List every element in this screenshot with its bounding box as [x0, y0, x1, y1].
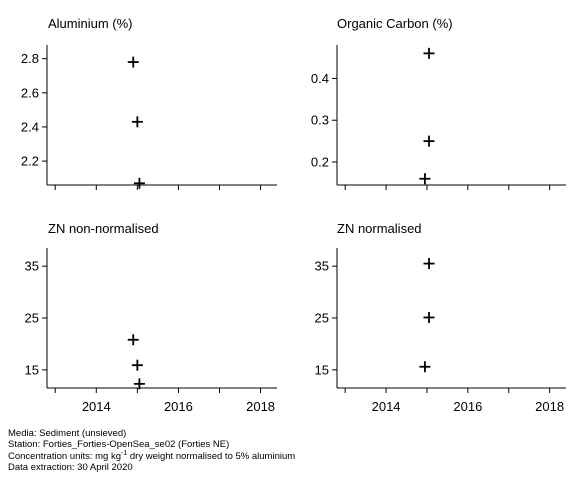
y-tick-label: 2.8 — [21, 51, 39, 66]
chart-figure: Aluminium (%) 2.2 2.4 2.6 2.8 Organic Carbon … — [21, 16, 566, 414]
data-point — [133, 177, 145, 189]
y-tick-label: 0.3 — [311, 113, 329, 128]
data-point — [423, 258, 435, 270]
data-point — [131, 359, 143, 371]
chart-panel-4: ZN normalised 15 25 35 2014 2016 2018 — [315, 221, 566, 414]
y-tick-label: 25 — [315, 311, 329, 326]
chart-panel-2: Organic Carbon (%) 0.2 0.3 0.4 — [311, 16, 566, 190]
y-tick-label: 0.2 — [311, 155, 329, 170]
y-tick-label: 2.4 — [21, 119, 39, 134]
chart-panel-3: ZN non-normalised 15 25 35 2014 2016 2018 — [25, 221, 277, 414]
data-point — [419, 361, 431, 373]
panel-title: ZN normalised — [337, 221, 422, 236]
footer-units-suffix: dry weight normalised to 5% aluminium — [127, 450, 296, 462]
x-tick-label: 2016 — [453, 399, 482, 414]
y-tick-label: 25 — [25, 311, 39, 326]
data-point — [133, 378, 145, 390]
footer-units-prefix: Concentration units: mg kg — [8, 450, 122, 462]
data-point — [419, 173, 431, 185]
chart-panel-1: Aluminium (%) 2.2 2.4 2.6 2.8 — [21, 16, 277, 190]
x-tick-label: 2018 — [535, 399, 564, 414]
footer-notes: Media: Sediment (unsieved) Station: Fort… — [8, 428, 295, 474]
data-point — [127, 334, 139, 346]
footer-units-superscript: -1 — [121, 449, 128, 457]
y-tick-label: 2.2 — [21, 154, 39, 169]
data-point — [131, 116, 143, 128]
data-point — [423, 47, 435, 59]
data-point — [127, 56, 139, 68]
footer-station: Station: Forties_Forties-OpenSea_se02 (F… — [8, 439, 230, 451]
y-tick-label: 15 — [315, 362, 329, 377]
x-tick-label: 2016 — [164, 399, 193, 414]
y-tick-label: 35 — [315, 259, 329, 274]
panel-title: ZN non-normalised — [48, 221, 159, 236]
panel-title: Organic Carbon (%) — [337, 16, 453, 31]
y-tick-label: 35 — [25, 259, 39, 274]
data-point — [423, 135, 435, 147]
y-tick-label: 15 — [25, 362, 39, 377]
footer-media: Media: Sediment (unsieved) — [8, 428, 127, 439]
x-tick-label: 2014 — [82, 399, 111, 414]
footer-units: Concentration units: mg kg-1 dry weight … — [8, 449, 296, 462]
y-tick-label: 2.6 — [21, 85, 39, 100]
x-tick-label: 2018 — [246, 399, 275, 414]
x-tick-label: 2014 — [372, 399, 401, 414]
y-tick-label: 0.4 — [311, 71, 329, 86]
data-point — [423, 311, 435, 323]
footer-extraction: Data extraction: 30 April 2020 — [8, 462, 133, 474]
panel-title: Aluminium (%) — [48, 16, 133, 31]
